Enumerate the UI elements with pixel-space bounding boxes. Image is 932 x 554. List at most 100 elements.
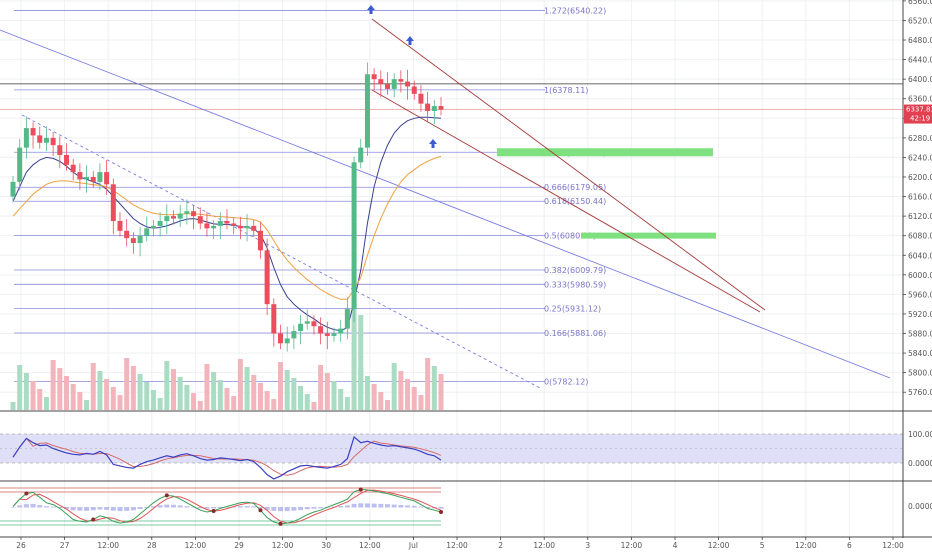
candle-body[interactable] <box>23 128 29 148</box>
volume-bar <box>364 376 370 410</box>
candle-body[interactable] <box>364 74 370 148</box>
candle-body[interactable] <box>104 172 110 185</box>
stoch-histogram-bar <box>104 507 110 510</box>
candle-body[interactable] <box>77 172 83 180</box>
candle-body[interactable] <box>217 221 223 226</box>
candle-body[interactable] <box>244 225 250 229</box>
price-tick-label: 6480.00 <box>908 36 932 45</box>
candle-body[interactable] <box>251 225 257 231</box>
price-tick-label: 6400.00 <box>908 75 932 84</box>
candle-body[interactable] <box>371 74 377 80</box>
candle-body[interactable] <box>331 333 337 336</box>
channel-upper[interactable] <box>371 18 766 311</box>
candle-body[interactable] <box>90 176 96 182</box>
price-axis[interactable]: 5760.00 5800.00 5840.00 5880.00 5920.00 5960.… <box>902 0 932 550</box>
candle-body[interactable] <box>431 106 437 111</box>
candle-body[interactable] <box>311 321 317 327</box>
volume-bar <box>271 399 277 410</box>
candle-body[interactable] <box>237 225 243 229</box>
candle-body[interactable] <box>231 223 237 226</box>
candle-body[interactable] <box>291 331 297 339</box>
candle-body[interactable] <box>378 79 384 85</box>
candle-body[interactable] <box>84 176 90 180</box>
fib-level-label: 0.166(5881.06) <box>544 329 606 338</box>
candle-body[interactable] <box>57 145 63 155</box>
candle-body[interactable] <box>43 137 49 143</box>
volume-bar <box>391 363 397 410</box>
candle-body[interactable] <box>298 323 304 332</box>
candle-body[interactable] <box>351 162 357 310</box>
last-price-badge <box>904 104 932 124</box>
candle-body[interactable] <box>324 333 330 336</box>
candle-body[interactable] <box>338 328 344 334</box>
candle-body[interactable] <box>10 181 16 197</box>
candle-body[interactable] <box>264 250 270 305</box>
stoch-cross-dot <box>358 487 363 492</box>
candle-body[interactable] <box>184 211 190 214</box>
candle-body[interactable] <box>150 225 156 229</box>
candle-body[interactable] <box>177 213 183 219</box>
candle-body[interactable] <box>224 221 230 224</box>
candle-body[interactable] <box>197 216 203 224</box>
candle-body[interactable] <box>37 135 43 143</box>
channel-lower[interactable] <box>371 89 761 313</box>
candle-body[interactable] <box>110 184 116 222</box>
volume-bar <box>438 374 444 410</box>
candle-body[interactable] <box>17 147 23 182</box>
candle-body[interactable] <box>304 321 310 324</box>
candlesticks[interactable] <box>10 62 444 352</box>
candle-body[interactable] <box>318 326 324 334</box>
candle-body[interactable] <box>271 304 277 334</box>
candle-body[interactable] <box>344 309 350 329</box>
trendlines[interactable] <box>0 18 891 389</box>
fib-level-label: 0.382(6009.79) <box>544 266 606 275</box>
candle-body[interactable] <box>385 84 390 89</box>
candle-body[interactable] <box>164 216 170 222</box>
price-tick-label: 6080.00 <box>908 232 932 241</box>
candle-body[interactable] <box>97 172 103 182</box>
downtrend-line[interactable] <box>0 29 891 379</box>
fibonacci-retracement[interactable]: 1.272(6540.22)1(6378.11)0.786(6250.57)0.… <box>0 7 903 387</box>
stochastic-pane[interactable] <box>0 487 444 526</box>
candle-body[interactable] <box>358 147 364 163</box>
volume-bar <box>150 390 156 410</box>
candle-body[interactable] <box>137 235 143 244</box>
stoch-histogram-bar <box>191 507 197 508</box>
candle-body[interactable] <box>124 230 130 239</box>
candle-body[interactable] <box>398 79 404 82</box>
volume-bar <box>304 394 310 410</box>
volume-bar <box>17 365 23 410</box>
time-tick-label: 2 <box>498 541 503 550</box>
candle-body[interactable] <box>405 81 411 87</box>
candle-body[interactable] <box>70 164 76 173</box>
candle-body[interactable] <box>278 333 283 344</box>
volume-bar <box>231 396 237 410</box>
candle-body[interactable] <box>117 221 123 231</box>
candle-body[interactable] <box>418 93 424 104</box>
candle-body[interactable] <box>50 137 56 146</box>
candle-body[interactable] <box>157 221 163 226</box>
candle-body[interactable] <box>438 106 444 110</box>
candle-body[interactable] <box>411 86 417 94</box>
candle-body[interactable] <box>171 216 176 219</box>
candle-body[interactable] <box>30 128 36 136</box>
time-axis[interactable]: 26 27 12:00 28 12:00 29 12:00 30 12:00 Jul 12:00 2 1… <box>0 537 932 550</box>
candle-body[interactable] <box>425 103 431 111</box>
candle-body[interactable] <box>257 230 263 251</box>
candle-body[interactable] <box>144 228 150 236</box>
volume-bar <box>385 400 390 410</box>
rsi-pane[interactable] <box>0 433 903 480</box>
candle-body[interactable] <box>64 154 69 165</box>
candle-body[interactable] <box>204 223 210 229</box>
candle-body[interactable] <box>130 238 136 244</box>
candle-body[interactable] <box>191 211 197 217</box>
dashed-trendline[interactable] <box>21 114 541 389</box>
candle-body[interactable] <box>211 225 217 229</box>
candle-body[interactable] <box>391 79 397 89</box>
stoch-histogram-bar <box>364 503 370 508</box>
volume-bar <box>70 384 76 410</box>
stoch-histogram-bar <box>237 506 243 508</box>
candle-body[interactable] <box>284 338 290 344</box>
